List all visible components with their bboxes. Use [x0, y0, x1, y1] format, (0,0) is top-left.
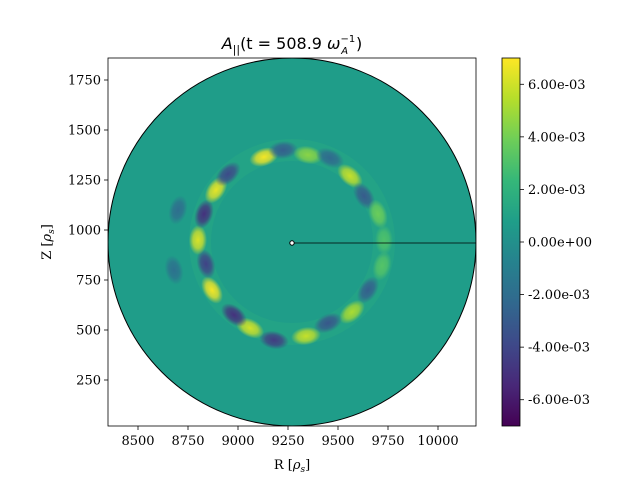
y-tick-label: 1000 [68, 224, 101, 239]
field-blob [201, 276, 223, 304]
field-blob [372, 251, 392, 281]
x-tick-label: 9500 [321, 434, 354, 449]
y-tick-label: 1500 [68, 124, 101, 139]
plot-frame [107, 57, 477, 427]
field-blob [196, 249, 216, 279]
field-blob [188, 225, 208, 255]
plot-area: 8500 8750 9000 9250 9500 9750 10000 250 500 750 1… [68, 57, 477, 449]
x-tick-label: 9250 [271, 434, 304, 449]
field-blob [215, 161, 241, 187]
field-blob [356, 276, 380, 304]
colorbar-tick-label: 6.00e-03 [528, 78, 586, 93]
x-tick-label: 8500 [121, 434, 154, 449]
colorbar-tick-label: 2.00e-03 [528, 183, 586, 198]
y-tick-label: 250 [76, 374, 101, 389]
x-tick-label: 8750 [171, 434, 204, 449]
field-blob [168, 195, 188, 225]
colorbar-tick-label: -2.00e-03 [528, 288, 590, 303]
field-blob [291, 326, 321, 346]
chart-title: A||(t = 508.9 ω−1 A) [221, 34, 363, 57]
colorbar-tick-label: -4.00e-03 [528, 341, 590, 356]
x-axis-label: R [ρs] [274, 458, 310, 475]
colorbar-ticks: -6.00e-03 -4.00e-03 -2.00e-03 0.00e+00 2.00e… [520, 78, 592, 408]
field-blob [374, 225, 394, 255]
field-blob [352, 182, 376, 210]
field-blob [313, 312, 343, 334]
colorbar-tick-label: 4.00e-03 [528, 130, 586, 145]
field-blob [194, 199, 214, 229]
field-blob [268, 140, 298, 160]
field-blob [259, 330, 289, 350]
field-blob [220, 303, 248, 327]
field-blob [164, 255, 184, 285]
field-blob [337, 164, 363, 188]
y-tick-label: 750 [76, 274, 101, 289]
x-tick-label: 9750 [371, 434, 404, 449]
colorbar-tick-label: 0.00e+00 [528, 236, 592, 251]
y-tick-label: 500 [76, 324, 101, 339]
y-axis-label: Z [ρs] [40, 224, 57, 260]
x-tick-label: 10000 [417, 434, 458, 449]
colorbar-gradient [501, 57, 521, 427]
x-tick-label: 9000 [221, 434, 254, 449]
field-blob [293, 145, 323, 165]
y-tick-label: 1250 [68, 174, 101, 189]
colorbar-tick-label: -6.00e-03 [528, 393, 590, 408]
colorbar: -6.00e-03 -4.00e-03 -2.00e-03 0.00e+00 2.00e… [501, 57, 592, 427]
field-blob [368, 199, 388, 229]
y-tick-label: 1750 [68, 74, 101, 89]
field-blob [339, 300, 365, 324]
y-axis: 250 500 750 1000 1250 1500 1750 [68, 74, 108, 389]
magnetic-axis-marker [289, 240, 295, 246]
field-blob [315, 147, 345, 169]
x-axis: 8500 8750 9000 9250 9500 9750 10000 [121, 426, 459, 449]
